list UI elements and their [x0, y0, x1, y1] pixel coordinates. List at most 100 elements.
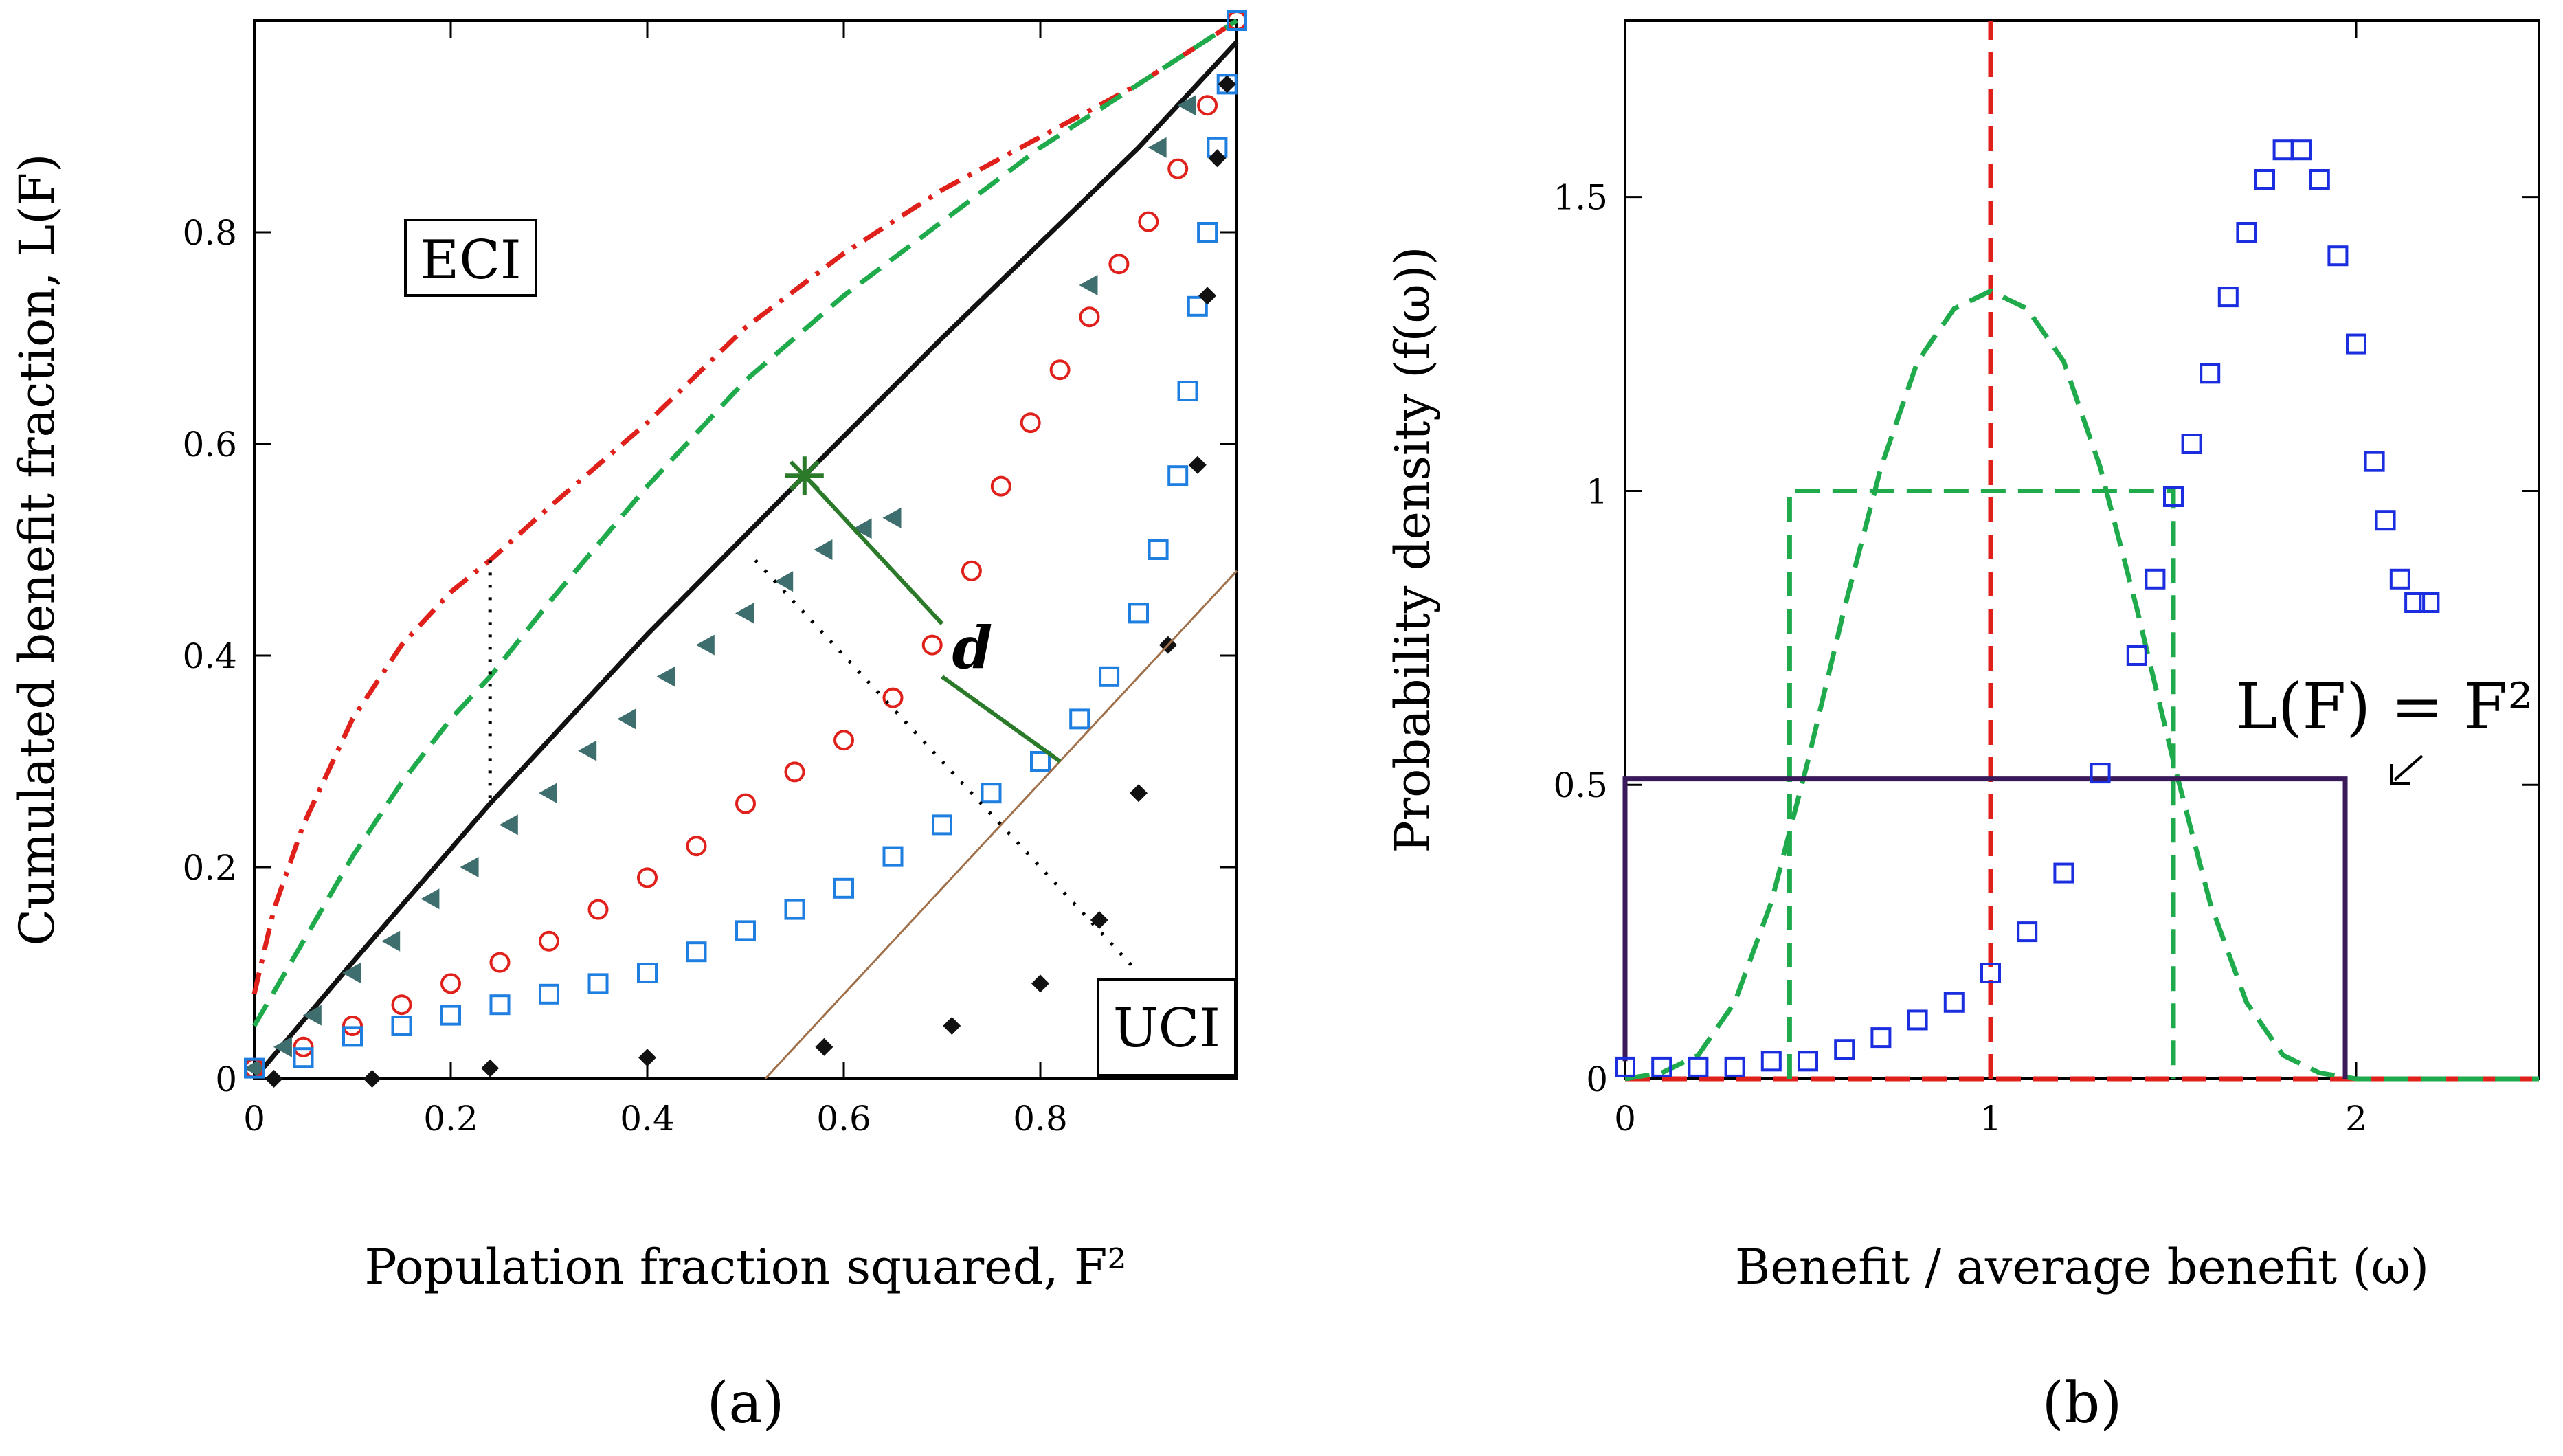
- chart-b-series: [1615, 21, 2539, 1082]
- chart-a-ticks: 0 0.2 0.4 0.6 0.8 0 0.2 0.4 0.6 0.8: [182, 21, 1237, 1139]
- data-point: [2404, 592, 2426, 613]
- chart-a: 0 0.2 0.4 0.6 0.8 0 0.2 0.4 0.6 0.8 ECI UCI d Pop…: [9, 10, 1247, 1436]
- x-tick-label: 0: [1614, 1099, 1636, 1139]
- data-point: [774, 571, 794, 592]
- chart-a-annotations: [488, 456, 1140, 974]
- data-point: [1148, 137, 1167, 158]
- series-green-dashed: [251, 19, 1238, 1027]
- data-point: [1615, 1056, 1635, 1077]
- data-point: [1198, 287, 1217, 305]
- d-segment-upper: [803, 474, 944, 625]
- data-point: [1227, 10, 1247, 31]
- data-point: [539, 983, 559, 1005]
- formula-arrow: [2393, 754, 2424, 781]
- data-point: [578, 740, 597, 761]
- x-tick-label: 0.2: [423, 1099, 478, 1139]
- y-tick-label: 0: [215, 1060, 237, 1099]
- series-reference-l-f-f-2: [764, 570, 1238, 1080]
- data-point: [1834, 1039, 1855, 1060]
- data-point: [342, 1026, 363, 1047]
- formula-label: L(F) = F²: [2235, 670, 2533, 743]
- data-point: [686, 836, 707, 857]
- data-point: [1020, 412, 1041, 434]
- data-point: [1099, 666, 1120, 687]
- data-point: [440, 973, 461, 994]
- data-point: [273, 1036, 292, 1057]
- series-green-gaussian: [1624, 288, 2539, 1082]
- data-point: [1980, 963, 2001, 983]
- data-point: [1079, 275, 1098, 295]
- data-point: [921, 634, 943, 656]
- series-teal-triangles: [244, 95, 1196, 1079]
- y-tick-label: 0: [1586, 1060, 1608, 1099]
- data-point: [293, 1036, 314, 1057]
- data-point: [1177, 381, 1198, 401]
- data-point: [1128, 603, 1149, 624]
- eci-label: ECI: [420, 229, 521, 291]
- data-point: [1197, 95, 1218, 116]
- x-tick-label: 0.8: [1013, 1099, 1068, 1139]
- data-point: [1870, 1027, 1892, 1049]
- data-point: [391, 994, 412, 1016]
- data-point: [1760, 1051, 1782, 1072]
- series-blue-squares: [1615, 139, 2440, 1077]
- data-point: [2346, 333, 2366, 355]
- data-point: [489, 952, 511, 973]
- series-green-uniform: [1787, 488, 2176, 1079]
- data-point: [1079, 306, 1100, 328]
- x-tick-label: 1: [1980, 1099, 2002, 1139]
- y-tick-label: 1.5: [1553, 178, 1608, 218]
- series-black-solid: [252, 40, 1239, 1081]
- data-point: [1208, 149, 1227, 168]
- data-point: [695, 634, 715, 656]
- data-point: [244, 1057, 262, 1079]
- data-point: [1798, 1051, 1818, 1072]
- chart-b-ylabel: Probability density (f(ω)): [1385, 247, 1441, 853]
- dotted-diagonal-line: [754, 559, 1140, 974]
- data-point: [1651, 1056, 1672, 1077]
- data-point: [1188, 456, 1207, 474]
- data-point: [460, 857, 479, 877]
- chart-a-frame: [253, 19, 1238, 1080]
- data-point: [735, 793, 756, 814]
- data-point: [2309, 169, 2330, 190]
- series-red-dash-dot: [251, 19, 1238, 995]
- data-point: [587, 899, 609, 920]
- d-segment-lower: [941, 675, 1062, 763]
- data-point: [1069, 708, 1090, 730]
- data-point: [2181, 434, 2202, 454]
- data-point: [735, 603, 754, 624]
- data-point: [833, 730, 854, 751]
- data-point: [1187, 295, 1208, 317]
- data-point: [293, 1047, 314, 1068]
- chart-a-xlabel: Population fraction squared, F²: [364, 1239, 1126, 1295]
- data-point: [2327, 245, 2349, 267]
- star-marker: [785, 456, 824, 495]
- data-point: [2389, 568, 2410, 590]
- data-point: [932, 814, 952, 836]
- data-point: [1090, 911, 1108, 929]
- data-point: [2126, 645, 2147, 666]
- data-point: [2090, 763, 2111, 784]
- x-tick-label: 0.4: [620, 1099, 675, 1139]
- data-point: [686, 941, 707, 963]
- data-point: [1138, 211, 1159, 232]
- data-point: [833, 877, 854, 899]
- data-point: [638, 1049, 656, 1067]
- data-point: [587, 973, 609, 994]
- data-point: [2053, 862, 2074, 884]
- data-point: [814, 539, 833, 560]
- data-point: [1130, 784, 1148, 803]
- x-tick-label: 0.6: [816, 1099, 871, 1139]
- data-point: [1907, 1009, 1928, 1031]
- data-point: [2200, 363, 2221, 384]
- data-point: [1167, 465, 1189, 486]
- data-point: [342, 963, 361, 983]
- data-point: [882, 507, 902, 528]
- data-point: [882, 846, 904, 867]
- data-point: [302, 1005, 322, 1026]
- data-point: [735, 920, 756, 941]
- eci-box: [404, 219, 537, 297]
- data-point: [617, 708, 636, 730]
